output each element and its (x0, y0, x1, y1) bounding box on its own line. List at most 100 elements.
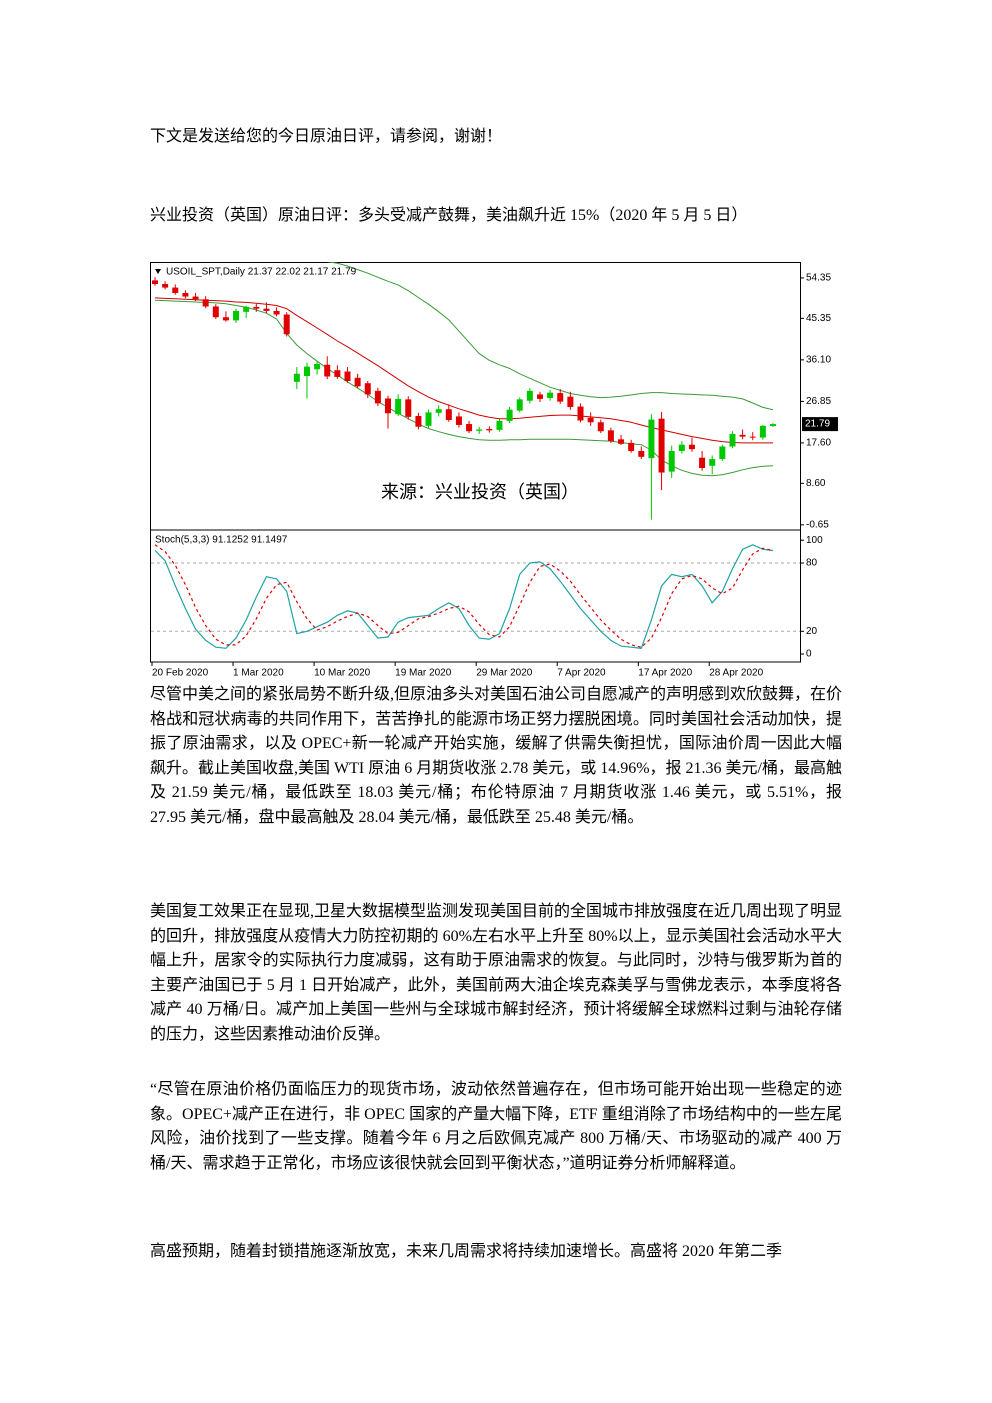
band-line (154, 297, 773, 444)
candle-body (749, 436, 756, 438)
candle-body (253, 306, 260, 309)
candle-body (770, 424, 776, 426)
candle-body (182, 292, 189, 297)
candle-body (587, 417, 594, 423)
candle-body (283, 314, 290, 335)
candle-body (222, 317, 229, 321)
candle-body (233, 310, 240, 321)
candle-body (618, 439, 625, 444)
candle-body (597, 422, 604, 432)
candle-body (567, 396, 574, 407)
candle-body (152, 280, 158, 284)
candle-body (476, 429, 483, 431)
candle-body (364, 383, 371, 395)
candle-body (466, 424, 473, 432)
candle-body (688, 444, 695, 450)
y-tick-label: 0 (806, 649, 812, 660)
price-plot (152, 262, 776, 520)
y-tick-label: 17.60 (806, 438, 831, 449)
candle-body (374, 390, 381, 404)
candle-body (445, 409, 452, 421)
paragraph: 高盛预期，随着封锁措施逐渐放宽，未来几周需求将持续加速增长。高盛将 2020 年… (150, 1243, 783, 1260)
candle-body (557, 393, 564, 402)
candle-body (506, 409, 513, 421)
candle-body (395, 398, 402, 415)
candle-body (709, 459, 716, 466)
y-tick-label: 8.60 (806, 478, 826, 489)
candle-body (263, 308, 270, 311)
menu-icon (155, 269, 161, 274)
axes: 54.35 45.35 36.10 26.85 17.60 8.60 -0.65 21.79 1… (151, 273, 838, 679)
candle-body (385, 398, 392, 414)
candle-body (577, 406, 584, 421)
candle-body (496, 420, 503, 430)
stoch-line (154, 544, 774, 648)
chart: 54.35 45.35 36.10 26.85 17.60 8.60 -0.65 21.79 1… (150, 262, 838, 679)
candle-body (314, 363, 321, 370)
band-line (326, 262, 774, 411)
y-tick-label: 54.35 (806, 273, 831, 284)
candle-body (668, 450, 675, 472)
candle-body (729, 433, 736, 447)
y-tick-label: 20 (806, 626, 818, 637)
price-tag (802, 417, 838, 432)
y-tick-label: -0.65 (806, 519, 829, 530)
candle-body (303, 366, 310, 377)
stoch-line (154, 544, 774, 649)
x-tick-label: 17 Apr 2020 (638, 668, 692, 679)
x-tick-label: 19 Mar 2020 (395, 668, 452, 679)
candle-body (547, 392, 554, 399)
candle-body (344, 371, 351, 381)
stoch-header: Stoch(5,3,3) 91.1252 91.1497 (155, 535, 288, 546)
candle-body (648, 419, 655, 459)
candle-body (273, 310, 280, 315)
y-tick-label: 36.10 (806, 355, 831, 366)
candle-body (212, 306, 219, 318)
candle-body (415, 415, 422, 427)
paragraph: 尽管中美之间的紧张局势不断升级,但原油多头对美国石油公司自愿减产的声明感到欢欣鼓… (150, 686, 843, 826)
candle-body (516, 399, 523, 411)
candle-body (405, 399, 412, 417)
candle-body (425, 412, 432, 426)
candle-body (638, 450, 645, 457)
price-tag-label: 21.79 (805, 419, 830, 430)
paragraph: 美国复工效果正在显现,卫星大数据模型监测发现美国目前的全国城市排放强度在近几周出… (150, 903, 843, 1043)
x-tick-label: 7 Apr 2020 (557, 668, 606, 679)
x-tick-label: 28 Apr 2020 (709, 668, 763, 679)
candle-body (536, 394, 543, 399)
candle-body (334, 370, 341, 377)
candle-body (719, 446, 726, 460)
candle-body (162, 283, 169, 288)
candle-body (739, 434, 746, 437)
x-tick-label: 29 Mar 2020 (476, 668, 533, 679)
candle-body (324, 364, 331, 377)
x-tick-label: 1 Mar 2020 (233, 668, 284, 679)
watermark: 来源：兴业投资（英国） (381, 482, 579, 502)
headline: 兴业投资（英国）原油日评：多头受减产鼓舞，美油飙升近 15%（2020 年 5 … (150, 207, 748, 224)
candle-body (293, 373, 300, 382)
y-tick-label: 26.85 (806, 396, 831, 407)
candle-body (172, 287, 179, 293)
intro: 下文是发送给您的今日原油日评，请参阅，谢谢！ (150, 128, 503, 145)
candle-body (202, 299, 209, 307)
y-tick-label: 45.35 (806, 313, 831, 324)
candle-body (658, 418, 665, 473)
candle-body (192, 296, 199, 300)
candle-body (759, 425, 766, 438)
candle-body (526, 390, 533, 401)
candle-body (699, 457, 706, 469)
y-tick-label: 100 (806, 535, 823, 546)
y-tick-label: 80 (806, 558, 818, 569)
candle-body (354, 377, 361, 387)
candle-body (486, 428, 493, 431)
candle-body (678, 444, 685, 451)
candle-body (607, 430, 614, 442)
candle-body (455, 416, 462, 425)
candle-body (243, 306, 250, 312)
x-tick-label: 20 Feb 2020 (152, 668, 209, 679)
paragraph: “尽管在原油价格仍面临压力的现货市场，波动依然普遍存在，但市场可能开始出现一些稳… (150, 1081, 842, 1172)
candle-body (628, 442, 635, 451)
price-header: USOIL_SPT,Daily 21.37 22.02 21.17 21.79 (166, 267, 357, 278)
stoch-pane (150, 529, 801, 663)
